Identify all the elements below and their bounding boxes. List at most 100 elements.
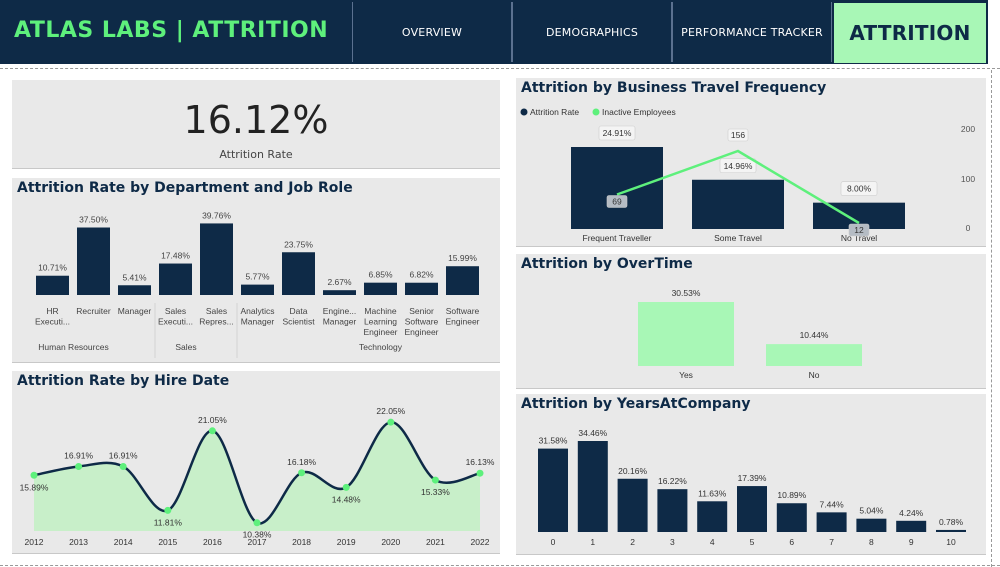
dept-value-label-7: 2.67%: [327, 277, 352, 287]
years-bar-3: [657, 489, 688, 532]
dept-value-label-10: 15.99%: [448, 253, 477, 263]
overtime-value-label-0: 30.53%: [672, 288, 701, 298]
dept-category-label-3: Sales Executi...: [158, 306, 193, 327]
dept-bar-3: [159, 263, 192, 295]
travel-category-label-1: Some Travel: [714, 233, 762, 243]
dept-category-label-6: Data Scientist: [282, 306, 315, 327]
dept-category-label-0: HR Executi...: [35, 306, 70, 327]
dept-chart-card: Attrition Rate by Department and Job Rol…: [12, 178, 500, 363]
dept-bar-10: [446, 266, 479, 295]
years-value-label-4: 11.63%: [698, 488, 727, 498]
years-category-label-10: 10: [946, 537, 956, 547]
hire-value-label-5: 10.38%: [243, 530, 272, 540]
hire-point-6: [298, 469, 306, 477]
years-bar-2: [617, 478, 648, 532]
travel-chart-card: Attrition by Business Travel Frequency A…: [516, 78, 986, 247]
travel-category-label-2: No Travel: [841, 233, 877, 243]
nav-demographics[interactable]: DEMOGRAPHICS: [512, 2, 672, 62]
hire-year-label-3: 2015: [158, 537, 177, 547]
dept-value-label-1: 37.50%: [79, 215, 108, 225]
hire-value-label-10: 16.13%: [466, 457, 495, 467]
hire-year-label-4: 2016: [203, 537, 222, 547]
dept-value-label-6: 23.75%: [284, 239, 313, 249]
years-value-label-1: 34.46%: [578, 428, 607, 438]
dept-bar-5: [241, 284, 274, 295]
years-value-label-3: 16.22%: [658, 476, 687, 486]
travel-y2-tick-0: 200: [961, 124, 975, 134]
dept-bar-7: [323, 290, 356, 295]
travel-line-value-bg-0: [606, 195, 628, 208]
hire-chart-title: Attrition Rate by Hire Date: [17, 373, 230, 389]
overtime-bar-1: [766, 344, 862, 366]
years-value-label-7: 7.44%: [820, 499, 845, 509]
hire-chart-card: Attrition Rate by Hire Date 15.89% 2012 16…: [12, 371, 500, 554]
nav-attrition[interactable]: ATTRITION: [833, 2, 987, 64]
years-bar-1: [577, 441, 608, 532]
dept-bar-9: [405, 282, 438, 295]
years-category-label-4: 4: [710, 537, 715, 547]
years-category-label-3: 3: [670, 537, 675, 547]
overtime-category-label-1: No: [809, 370, 820, 380]
travel-value-label-1: 14.96%: [724, 161, 753, 171]
dept-group-label-2: Technology: [359, 342, 403, 352]
hire-point-5: [253, 519, 261, 527]
years-chart-card: Attrition by YearsAtCompany 31.58% 0 34.46…: [516, 394, 986, 555]
dept-value-label-4: 39.76%: [202, 210, 231, 220]
years-value-label-5: 17.39%: [738, 473, 767, 483]
travel-category-label-0: Frequent Traveller: [583, 233, 652, 243]
overtime-chart-title: Attrition by OverTime: [521, 256, 693, 272]
hire-point-1: [75, 462, 83, 470]
hire-value-label-6: 16.18%: [287, 457, 316, 467]
nav-performance-tracker[interactable]: PERFORMANCE TRACKER: [672, 2, 832, 62]
years-category-label-8: 8: [869, 537, 874, 547]
hire-year-label-0: 2012: [25, 537, 44, 547]
hire-point-0: [30, 471, 38, 479]
years-category-label-1: 1: [590, 537, 595, 547]
travel-value-bg-1: [719, 158, 757, 174]
overtime-bar-0: [638, 302, 734, 366]
nav-overview[interactable]: OVERVIEW: [352, 2, 512, 62]
travel-bar-1: [692, 179, 784, 229]
years-value-label-0: 31.58%: [539, 436, 568, 446]
hire-year-label-6: 2018: [292, 537, 311, 547]
overtime-chart: 30.53% Yes 10.44% No: [638, 288, 862, 380]
dept-value-label-0: 10.71%: [38, 263, 67, 273]
hire-chart: 15.89% 2012 16.91% 2013 16.91% 2014 11.81% 2015…: [20, 406, 495, 547]
years-category-label-7: 7: [829, 537, 834, 547]
travel-chart-title: Attrition by Business Travel Frequency: [521, 80, 827, 96]
travel-line-value-1: 156: [731, 130, 745, 140]
travel-value-label-0: 24.91%: [603, 128, 632, 138]
travel-legend-dot-1: [592, 108, 600, 116]
travel-legend-dot-0: [520, 108, 528, 116]
years-bar-8: [856, 518, 887, 532]
travel-legend-label-0: Attrition Rate: [530, 107, 579, 117]
divider-right: [991, 70, 992, 567]
dept-bar-8: [364, 282, 397, 295]
travel-legend-label-1: Inactive Employees: [602, 107, 676, 117]
years-chart: 31.58% 0 34.46% 1 20.16% 2 16.22% 3 11.63% 4 17.39…: [538, 428, 966, 547]
travel-value-bg-0: [598, 125, 636, 141]
header-bar: ATLAS LABS | ATTRITION OVERVIEW DEMOGRAP…: [0, 0, 988, 64]
dept-value-label-3: 17.48%: [161, 251, 190, 261]
years-value-label-2: 20.16%: [618, 466, 647, 476]
hire-point-7: [342, 483, 350, 491]
travel-y2-tick-2: 0: [966, 223, 971, 233]
years-bar-0: [538, 448, 568, 532]
hire-area-fill: [34, 422, 480, 531]
dept-value-label-9: 6.82%: [409, 270, 434, 280]
dept-value-label-8: 6.85%: [368, 270, 393, 280]
years-category-label-5: 5: [750, 537, 755, 547]
years-value-label-6: 10.89%: [777, 490, 806, 500]
brand-title: ATLAS LABS | ATTRITION: [14, 18, 329, 43]
travel-bar-0: [571, 147, 663, 229]
hire-value-label-1: 16.91%: [64, 450, 93, 460]
years-bar-5: [737, 486, 767, 532]
years-value-label-10: 0.78%: [939, 517, 964, 527]
dept-chart-title: Attrition Rate by Department and Job Rol…: [17, 180, 353, 196]
hire-point-10: [476, 469, 484, 477]
dept-value-label-5: 5.77%: [245, 272, 270, 282]
hire-year-label-10: 2022: [471, 537, 490, 547]
travel-line-value-bg-2: [848, 223, 870, 237]
hire-point-3: [164, 506, 172, 514]
years-category-label-6: 6: [789, 537, 794, 547]
